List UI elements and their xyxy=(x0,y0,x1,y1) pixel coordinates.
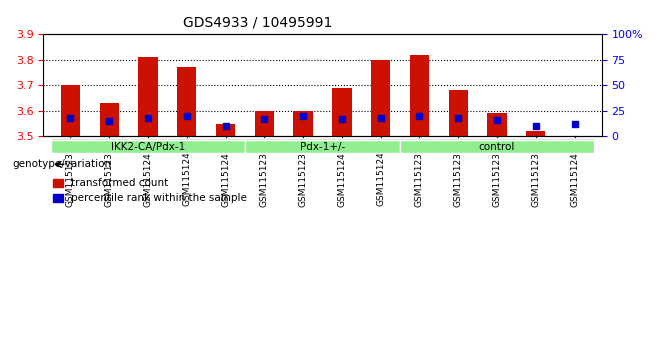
Bar xyxy=(488,113,507,136)
Bar xyxy=(526,131,545,136)
FancyBboxPatch shape xyxy=(167,138,206,150)
FancyBboxPatch shape xyxy=(284,138,322,150)
Bar xyxy=(177,68,197,136)
Legend: transformed count, percentile rank within the sample: transformed count, percentile rank withi… xyxy=(49,174,251,208)
Text: genotype/variation: genotype/variation xyxy=(13,159,111,170)
Bar xyxy=(138,57,158,136)
Bar xyxy=(61,85,80,136)
FancyBboxPatch shape xyxy=(322,138,361,150)
FancyBboxPatch shape xyxy=(206,138,245,150)
FancyBboxPatch shape xyxy=(555,138,594,150)
FancyBboxPatch shape xyxy=(478,138,517,150)
FancyBboxPatch shape xyxy=(517,138,555,150)
FancyBboxPatch shape xyxy=(439,138,478,150)
FancyBboxPatch shape xyxy=(400,140,594,153)
FancyBboxPatch shape xyxy=(51,138,90,150)
FancyBboxPatch shape xyxy=(400,138,439,150)
FancyBboxPatch shape xyxy=(128,138,167,150)
Text: Pdx-1+/-: Pdx-1+/- xyxy=(300,142,345,151)
FancyBboxPatch shape xyxy=(245,140,400,153)
Bar xyxy=(449,90,468,136)
FancyBboxPatch shape xyxy=(51,140,245,153)
FancyBboxPatch shape xyxy=(245,138,284,150)
FancyBboxPatch shape xyxy=(90,138,128,150)
Bar xyxy=(371,60,390,136)
Text: IKK2-CA/Pdx-1: IKK2-CA/Pdx-1 xyxy=(111,142,185,151)
Bar xyxy=(99,103,119,136)
Text: control: control xyxy=(479,142,515,151)
Bar xyxy=(410,55,429,136)
Bar xyxy=(293,111,313,136)
Bar xyxy=(255,111,274,136)
Text: GDS4933 / 10495991: GDS4933 / 10495991 xyxy=(183,15,332,29)
FancyBboxPatch shape xyxy=(361,138,400,150)
Bar xyxy=(332,88,351,136)
Bar xyxy=(216,123,236,136)
